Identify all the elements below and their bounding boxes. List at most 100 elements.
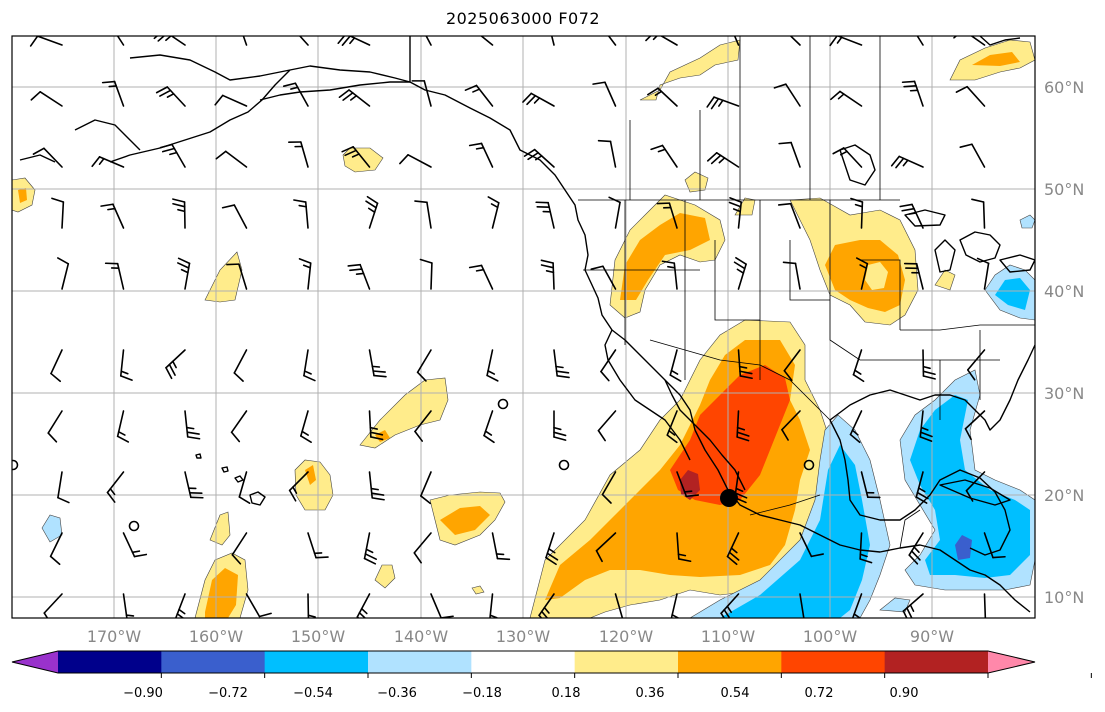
lon-label: 100°W: [803, 627, 858, 646]
colorbar-tick-label: −0.90: [123, 686, 163, 701]
wind-barb: [338, 89, 371, 107]
colorbar: [11, 650, 1092, 678]
wind-barb: [830, 90, 863, 107]
wind-barb: [413, 532, 432, 564]
wind-barb: [773, 83, 801, 107]
wind-barb: [706, 96, 740, 110]
wind-barb: [650, 144, 678, 168]
wind-barb: [733, 256, 747, 290]
wind-barb: [32, 147, 63, 168]
wind-barb: [91, 156, 125, 168]
colorbar-segment: [264, 651, 369, 673]
wind-barb: [656, 202, 678, 229]
wind-barb: [486, 349, 499, 382]
political-borders: [409, 36, 1035, 549]
lon-label: 140°W: [394, 627, 449, 646]
wind-barb: [214, 94, 248, 107]
wind-barb: [908, 532, 924, 565]
colorbar-tick-label: −0.72: [208, 686, 248, 701]
longitude-labels: 170°W 160°W 150°W 140°W 130°W 120°W 110°…: [87, 627, 954, 646]
wind-barb: [47, 410, 63, 443]
lat-label: 60°N: [1044, 78, 1084, 97]
wind-barb: [411, 80, 432, 107]
lon-label: 110°W: [701, 627, 756, 646]
wind-barb: [419, 258, 433, 290]
wind-barb: [608, 196, 621, 229]
wind-barb: [368, 471, 385, 501]
wind-barb: [104, 262, 125, 290]
wind-barb: [298, 36, 309, 46]
wind-barb: [51, 197, 65, 229]
wind-barb: [43, 593, 63, 618]
wind-barb: [106, 471, 125, 503]
map-title: 2025063000 F072: [445, 9, 601, 28]
wind-barb: [915, 471, 929, 504]
wind-barb: [155, 86, 186, 107]
wind-barb: [849, 410, 863, 444]
colorbar-segment: [781, 651, 886, 673]
latitude-labels: 60°N 50°N 40°N 30°N 20°N 10°N: [1044, 78, 1084, 607]
wind-barbs: [29, 36, 1006, 618]
wind-barb: [959, 143, 986, 168]
colorbar-segment: [678, 651, 782, 673]
wind-barb: [523, 148, 555, 168]
colorbar-extend-high: [988, 651, 1035, 673]
colorbar-segment: [884, 651, 989, 673]
colorbar-tick-label: 0.54: [721, 686, 750, 701]
wind-barb: [647, 87, 678, 107]
wind-barb: [890, 155, 924, 169]
wind-barb: [922, 349, 936, 380]
wind-barb: [706, 152, 740, 168]
wind-barb: [245, 593, 272, 618]
wind-barb: [461, 36, 494, 46]
colorbar-outline: [11, 650, 1036, 674]
wind-barb: [491, 532, 511, 561]
map-frame: [11, 35, 1036, 619]
wind-barb: [483, 410, 495, 444]
wind-barb: [789, 36, 801, 46]
wind-barb: [966, 349, 986, 381]
colorbar-tick-label: 0.72: [805, 686, 834, 701]
colorbar-tick-label: −0.36: [377, 686, 417, 701]
colorbar-tick-label: −0.18: [462, 686, 502, 701]
wind-barb: [733, 36, 740, 46]
wind-barb: [799, 532, 824, 558]
wind-barb: [535, 201, 555, 229]
colorbar-tick-labels: −0.90 −0.72 −0.54 −0.36 −0.18 0.18 0.36 …: [123, 686, 918, 701]
wind-barb: [661, 260, 678, 290]
wind-barb: [983, 532, 1006, 559]
wind-barb: [545, 532, 559, 566]
wind-barb: [307, 532, 329, 559]
wind-barb: [57, 471, 70, 504]
wind-barb: [347, 263, 371, 290]
wind-barb: [676, 532, 692, 563]
wind-barb: [307, 593, 316, 618]
colorbar-segment: [161, 651, 266, 673]
colorbar-extend-low: [12, 651, 58, 673]
wind-barb: [288, 141, 309, 168]
wind-barb: [414, 200, 432, 229]
wind-barb: [553, 349, 570, 379]
wind-barb: [728, 197, 743, 229]
lon-label: 160°W: [189, 627, 244, 646]
wind-barb: [964, 410, 986, 441]
wind-barb: [122, 532, 148, 558]
wind-barb: [487, 196, 500, 229]
colorbar-tick-label: 0.36: [636, 686, 665, 701]
wind-barb: [363, 532, 378, 565]
colorbar-tick-label: 0.90: [890, 686, 919, 701]
wind-barb: [726, 532, 740, 566]
colorbar-segment: [574, 651, 679, 673]
wind-barb: [49, 532, 63, 566]
wind-barb: [601, 471, 617, 504]
wind-barb: [30, 91, 63, 107]
wind-barb: [777, 202, 801, 229]
wind-barb: [365, 195, 379, 229]
wind-barb: [184, 471, 204, 499]
colorbar-tick-label: −0.54: [293, 686, 333, 701]
wind-barb: [522, 92, 555, 107]
wind-barb: [983, 593, 987, 618]
graticule: [12, 36, 1035, 618]
wind-barb: [226, 263, 248, 290]
wind-barb: [100, 203, 125, 229]
